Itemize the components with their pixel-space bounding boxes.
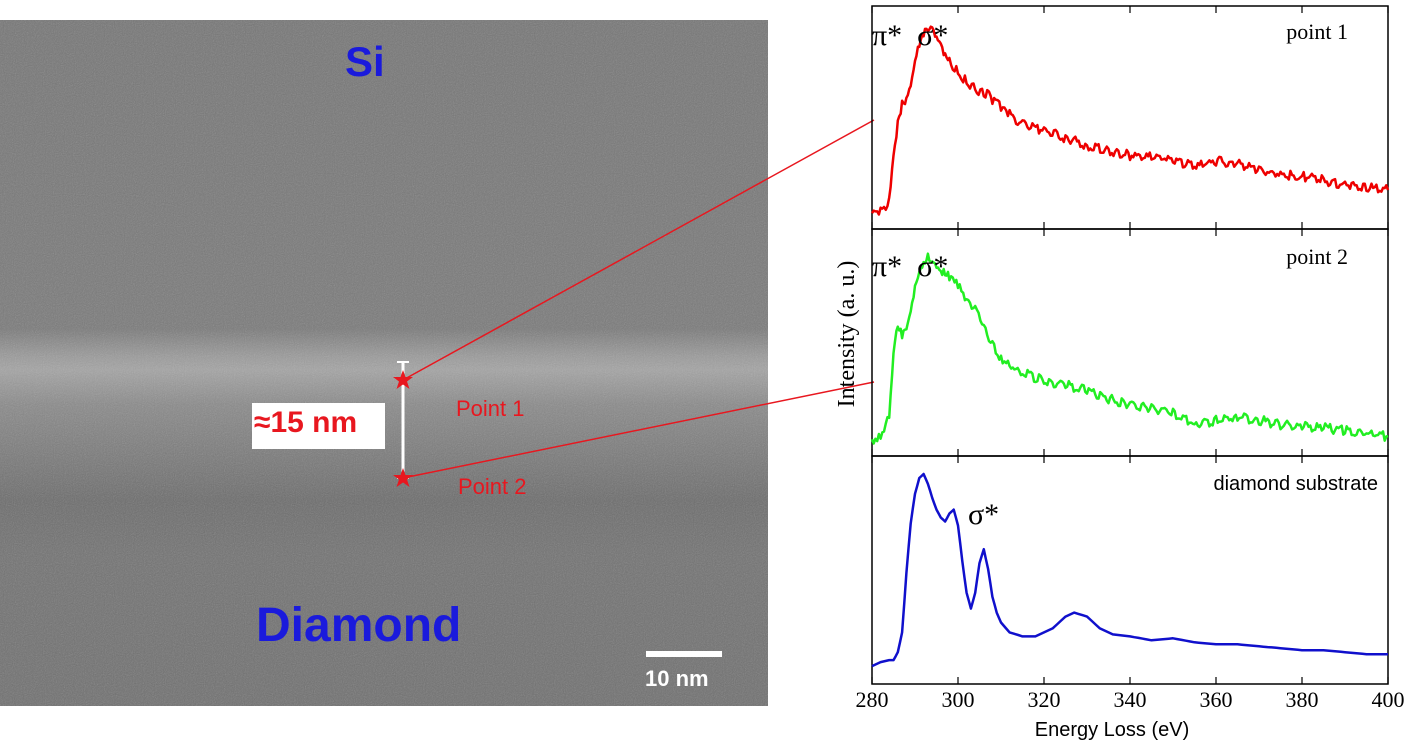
diamond-region-label: Diamond <box>256 599 462 652</box>
panel-3-title: diamond substrate <box>1213 473 1378 495</box>
x-tick-label: 380 <box>1286 687 1319 712</box>
panel-3-annotation: σ* <box>968 498 999 531</box>
panel-2-title: point 2 <box>1286 244 1348 269</box>
x-tick-label: 340 <box>1114 687 1147 712</box>
panel-1-title: point 1 <box>1286 19 1348 44</box>
y-axis-label: Intensity (a. u.) <box>834 261 860 408</box>
point-2-label: Point 2 <box>458 474 527 499</box>
thickness-label: ≈15 nm <box>254 406 358 439</box>
x-tick-label: 400 <box>1372 687 1405 712</box>
scale-bar <box>646 651 722 657</box>
series-line-1 <box>870 25 1390 216</box>
x-tick-label: 300 <box>942 687 975 712</box>
si-region-label: Si <box>345 38 385 85</box>
series-line-2 <box>870 252 1389 445</box>
x-tick-label: 320 <box>1028 687 1061 712</box>
panel-2-annotation: π* σ* <box>872 250 948 283</box>
x-tick-label: 360 <box>1200 687 1233 712</box>
scale-bar-label: 10 nm <box>645 666 709 691</box>
x-tick-label: 280 <box>856 687 889 712</box>
x-axis-label: Energy Loss (eV) <box>1035 719 1190 741</box>
series-line-3 <box>871 472 1388 668</box>
point-1-label: Point 1 <box>456 396 525 421</box>
panel-1-annotation: π* σ* <box>872 19 948 52</box>
thickness-label-box <box>252 403 385 449</box>
eels-chart: 280 300 320 340 360 380 400 point 1 point 2 di… <box>834 5 1405 741</box>
